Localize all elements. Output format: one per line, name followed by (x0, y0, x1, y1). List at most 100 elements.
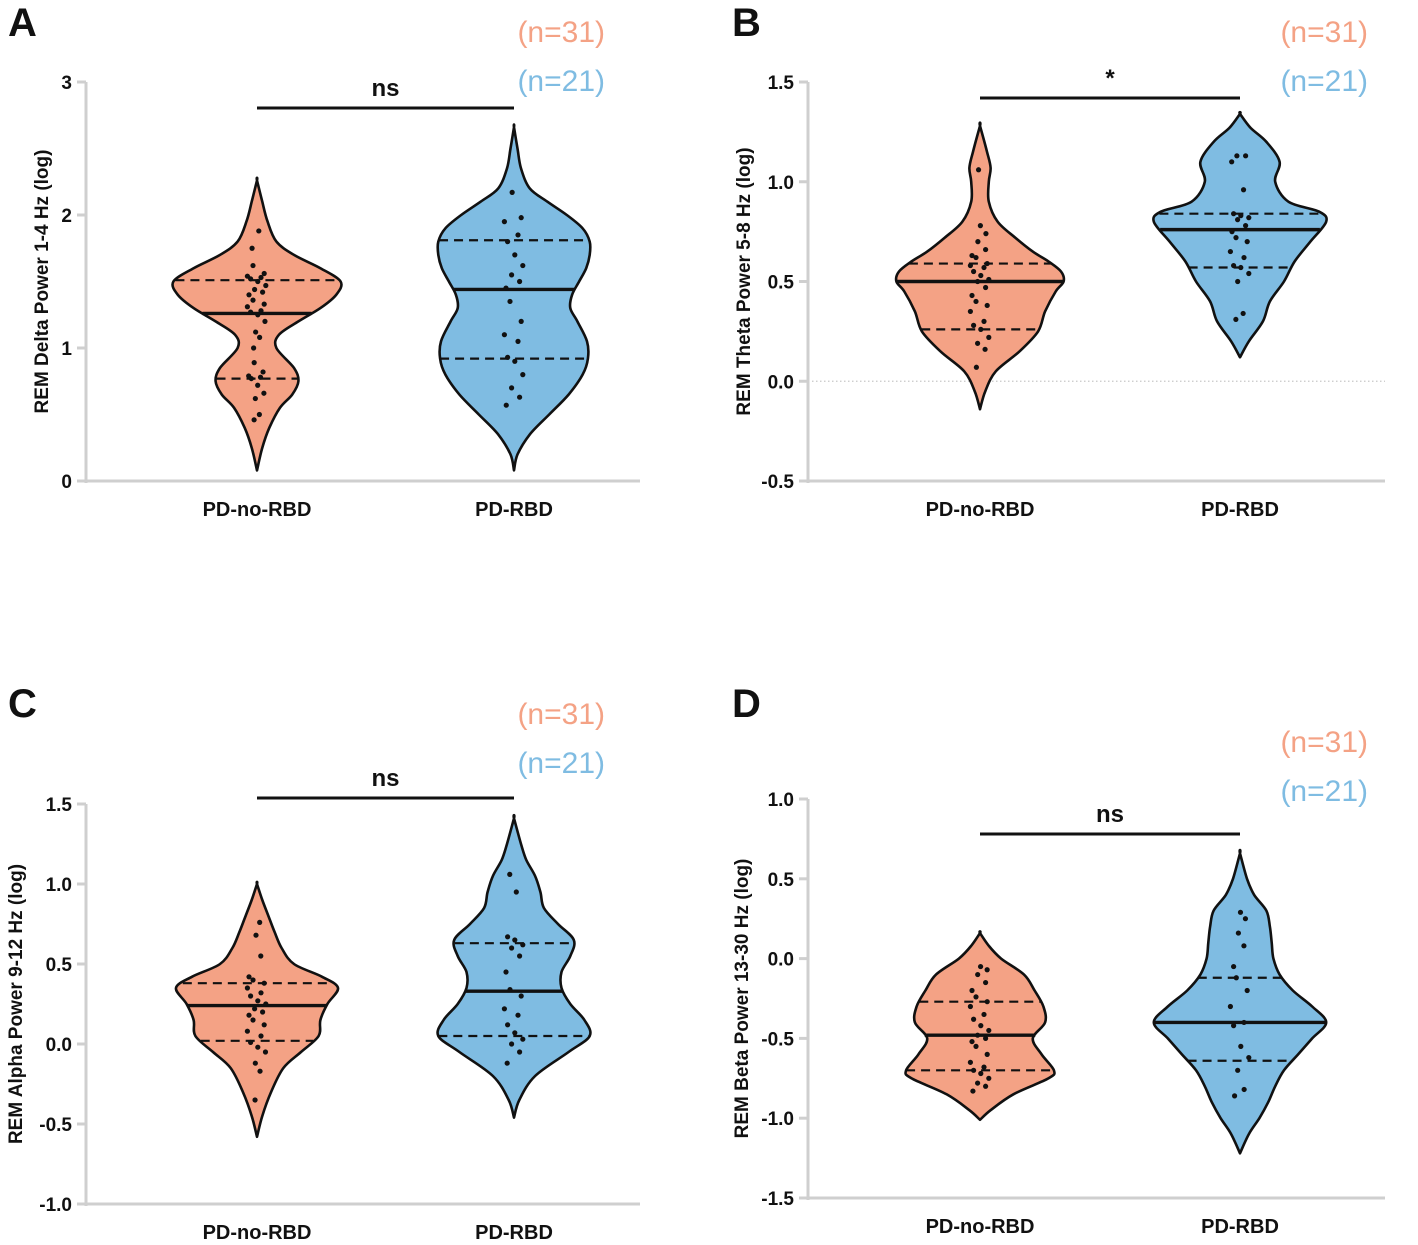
data-point (970, 1088, 976, 1094)
data-point (517, 953, 523, 959)
data-point (248, 1039, 254, 1045)
x-category-label: PD-RBD (475, 1222, 553, 1244)
data-point (253, 329, 259, 335)
sample-size-label-pd-no-rbd: (n=31) (517, 698, 605, 731)
data-point (513, 889, 519, 895)
x-category-label: PD-RBD (1201, 1216, 1279, 1238)
data-point (1238, 1043, 1244, 1049)
data-point (971, 1067, 977, 1073)
data-point (257, 1068, 263, 1074)
data-point (255, 278, 261, 285)
data-point (263, 1001, 269, 1007)
data-point (978, 1023, 984, 1029)
y-axis-title: REM Beta Power 13-30 Hz (log) (732, 859, 753, 1139)
data-point (246, 1012, 252, 1018)
sample-size-label-pd-rbd: (n=21) (1280, 775, 1368, 808)
data-point (258, 308, 264, 314)
x-category-label: PD-no-RBD (203, 1222, 312, 1244)
data-point (1231, 1093, 1238, 1099)
data-point (501, 1006, 507, 1012)
data-point (971, 322, 977, 328)
y-tick-label: 0.0 (768, 950, 794, 971)
y-tick-label: -0.5 (761, 472, 794, 493)
data-point (1241, 943, 1247, 949)
data-point (973, 254, 979, 261)
data-point (252, 1006, 258, 1012)
data-point (261, 270, 267, 277)
data-point (1241, 254, 1247, 261)
data-point (1240, 310, 1246, 317)
data-point (505, 354, 511, 360)
data-point (509, 189, 515, 195)
data-point (252, 1060, 258, 1066)
data-point (967, 308, 974, 315)
y-tick-label: 0.5 (768, 870, 795, 891)
data-point (257, 334, 263, 340)
data-point (512, 937, 518, 943)
data-point (260, 1009, 266, 1015)
data-point (969, 292, 975, 299)
data-point (261, 980, 267, 986)
data-point (1234, 153, 1240, 159)
data-point (975, 167, 982, 173)
y-tick-label: -0.5 (761, 1029, 794, 1050)
data-point (251, 417, 257, 423)
data-point (517, 278, 523, 285)
data-point (986, 334, 992, 340)
data-point (520, 942, 526, 948)
significance-label: * (1105, 65, 1115, 92)
data-point (260, 289, 266, 295)
data-point (246, 373, 252, 379)
y-tick-label: 1.0 (46, 875, 72, 896)
sample-size-label-pd-rbd: (n=21) (1280, 65, 1368, 98)
data-point (971, 268, 977, 275)
data-point (255, 1044, 261, 1050)
data-point (983, 1083, 989, 1089)
data-point (984, 260, 990, 267)
x-category-label: PD-no-RBD (203, 499, 312, 521)
violin-pd-rbd (436, 813, 592, 1119)
data-point (1241, 1086, 1247, 1093)
data-point (501, 219, 507, 225)
data-point (981, 1064, 987, 1070)
data-point (250, 1017, 256, 1023)
data-point (252, 286, 258, 293)
y-tick-label: 1.0 (768, 173, 794, 194)
data-point (248, 993, 254, 999)
y-tick-label: 3 (61, 73, 72, 94)
significance-label: ns (1096, 801, 1124, 828)
data-point (261, 1022, 267, 1028)
data-point (975, 239, 981, 245)
data-point (986, 1027, 992, 1034)
y-tick-label: 1.5 (46, 795, 73, 816)
data-point (509, 1041, 515, 1047)
data-point (244, 273, 250, 279)
data-point (262, 318, 268, 324)
data-point (509, 272, 515, 278)
data-point (515, 338, 521, 344)
data-point (509, 385, 515, 391)
y-tick-label: -0.5 (39, 1115, 72, 1136)
y-tick-label: -1.0 (39, 1195, 72, 1216)
y-tick-label: 0 (61, 472, 72, 493)
sample-size-label-pd-no-rbd: (n=31) (1280, 726, 1368, 759)
data-point (1244, 987, 1250, 994)
data-point (518, 318, 524, 324)
data-point (1227, 1003, 1233, 1010)
data-point (509, 945, 515, 951)
y-tick-label: 1.0 (768, 790, 794, 811)
sample-size-label-pd-rbd: (n=21) (517, 747, 605, 780)
y-tick-label: 0.5 (768, 273, 795, 294)
y-tick-label: 0.0 (46, 1035, 72, 1056)
data-point (983, 246, 989, 253)
significance-label: ns (371, 765, 399, 792)
violin-pd-no-rbd (894, 121, 1066, 411)
violin-body (436, 123, 592, 472)
data-point (978, 326, 984, 332)
data-point (250, 977, 256, 983)
data-point (244, 304, 250, 310)
violin-body (894, 121, 1066, 411)
data-point (1231, 1023, 1237, 1029)
data-point (1229, 229, 1235, 235)
